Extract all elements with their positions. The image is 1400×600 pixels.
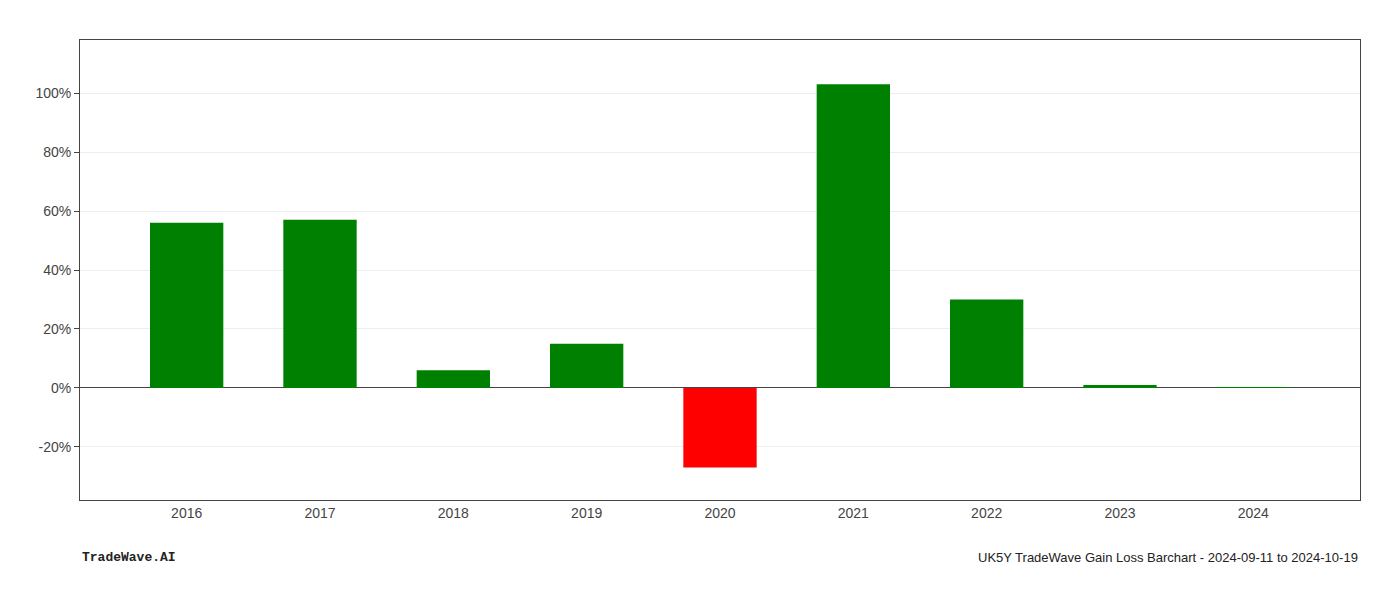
svg-text:40%: 40% — [43, 262, 71, 278]
svg-text:80%: 80% — [43, 144, 71, 160]
svg-text:TradeWave.AI: TradeWave.AI — [82, 550, 176, 565]
svg-text:2016: 2016 — [171, 505, 202, 521]
svg-text:60%: 60% — [43, 203, 71, 219]
svg-text:2018: 2018 — [438, 505, 469, 521]
svg-text:2024: 2024 — [1238, 505, 1269, 521]
svg-text:2021: 2021 — [838, 505, 869, 521]
svg-text:UK5Y TradeWave Gain Loss Barch: UK5Y TradeWave Gain Loss Barchart - 2024… — [978, 550, 1358, 565]
svg-text:2020: 2020 — [704, 505, 735, 521]
svg-text:2019: 2019 — [571, 505, 602, 521]
svg-text:2023: 2023 — [1104, 505, 1135, 521]
svg-text:100%: 100% — [35, 85, 71, 101]
svg-text:0%: 0% — [51, 380, 71, 396]
svg-text:2017: 2017 — [304, 505, 335, 521]
svg-text:2022: 2022 — [971, 505, 1002, 521]
svg-text:-20%: -20% — [39, 439, 72, 455]
svg-text:20%: 20% — [43, 321, 71, 337]
